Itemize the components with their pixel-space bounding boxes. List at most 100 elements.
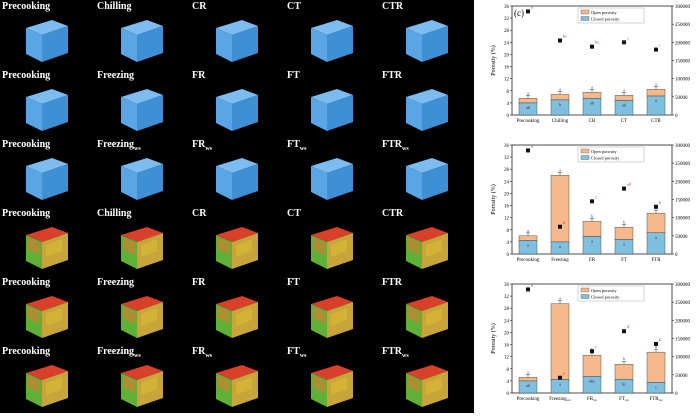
pore-count-point [654, 204, 658, 209]
cube-cell: Precooking [0, 345, 93, 411]
y-tick-label: 16 [504, 205, 510, 210]
cube-render [121, 296, 163, 338]
legend-swatch-open [580, 287, 590, 293]
cube-label: FRws [192, 139, 213, 152]
y-tick-label: 36 [504, 5, 510, 10]
pore-count-letter: c [659, 43, 661, 48]
cube-image-grid: Precooking Chilling CR CT CTR Precooking Freez… [0, 0, 474, 413]
panel-label: (c) [514, 8, 524, 18]
y-tick-label: 0 [507, 114, 510, 119]
cube-label: CR [192, 1, 207, 12]
pore-count-point [558, 224, 562, 229]
pore-count-point [558, 38, 562, 43]
bar-open-porosity [582, 354, 602, 377]
legend-label: Closed porosity [591, 295, 620, 300]
cube-label: Freezing [97, 70, 135, 81]
legend-swatch-open [580, 9, 590, 15]
x-tick-label-sub: ws [593, 398, 598, 402]
cube-render [406, 365, 448, 407]
cube-render [121, 89, 163, 131]
cube-render [311, 89, 353, 131]
cube-label: FTRws [382, 139, 409, 152]
cube-render [311, 227, 353, 269]
bar-open-porosity [550, 175, 570, 243]
y2-tick-label: 0 [675, 253, 678, 258]
bar-open-porosity [614, 227, 634, 240]
open-porosity-letter: a [559, 167, 561, 172]
open-porosity-letter: a [527, 228, 529, 233]
pore-count-letter: a [531, 143, 533, 148]
closed-porosity-letter: a [655, 98, 657, 103]
x-tick-label: Precooking [517, 119, 540, 124]
open-porosity-letter: a [655, 81, 657, 86]
y-tick-label: 20 [504, 53, 510, 58]
pore-count-letter: b [659, 200, 662, 205]
pore-count-point [590, 349, 594, 354]
closed-porosity-letter: a [591, 238, 593, 243]
pore-count-letter: a [531, 282, 533, 287]
y-tick-label: 0 [507, 392, 510, 397]
legend-box [577, 285, 645, 302]
cube-cell: CTR [380, 0, 473, 66]
cube-label: Chilling [97, 1, 132, 12]
cube-label: Precooking [2, 1, 51, 12]
cube-label: Precooking [2, 139, 51, 150]
cube-label: Precooking [2, 277, 51, 288]
cube-cell: FTR [380, 69, 473, 135]
y-tick-label: 16 [504, 344, 510, 349]
cube-render [121, 20, 163, 62]
closed-porosity-letter: abc [589, 378, 595, 383]
pore-count-point [622, 186, 626, 191]
pore-count-point [526, 148, 530, 153]
bar-open-porosity [646, 351, 666, 383]
cube-cell: Precooking [0, 69, 93, 135]
open-porosity-letter: b [623, 356, 626, 361]
cube-cell: FTRws [380, 138, 473, 204]
closed-porosity-letter: a [559, 381, 561, 386]
cube-label: FR [192, 70, 206, 81]
legend-box [577, 146, 645, 163]
open-porosity-letter: b [591, 213, 594, 218]
open-porosity-letter: a [623, 87, 625, 92]
cube-label: FTRws [382, 346, 409, 359]
y-tick-label: 20 [504, 192, 510, 197]
cube-label: CTR [382, 208, 404, 219]
cube-cell: FTR [380, 276, 473, 342]
cube-render [26, 20, 68, 62]
y2-tick-label: 200000 [675, 180, 691, 185]
y-tick-label: 36 [504, 144, 510, 149]
cube-cell: CR [190, 207, 283, 273]
y2-tick-label: 0 [675, 114, 678, 119]
y-tick-label: 4 [507, 241, 510, 246]
y2-tick-label: 250000 [675, 23, 691, 28]
closed-porosity-letter: a [559, 244, 561, 249]
y-tick-label: 36 [504, 283, 510, 288]
open-porosity-letter: a [559, 86, 561, 91]
closed-porosity-letter: ab [526, 383, 531, 388]
cube-label: FT [287, 277, 300, 288]
legend-label: Closed porosity [591, 156, 620, 161]
y-axis-label: Porosity (%) [490, 184, 497, 215]
pore-count-letter: e [563, 371, 565, 376]
bar-open-porosity [614, 95, 634, 101]
y2-tick-label: 300000 [675, 283, 691, 288]
cube-cell: FR [190, 69, 283, 135]
cube-cell: CR [190, 0, 283, 66]
pore-count-letter: ad [627, 182, 632, 187]
y-tick-label: 8 [507, 368, 510, 373]
legend-swatch-closed [580, 294, 590, 299]
cube-cell: FTRws [380, 345, 473, 411]
bar-open-porosity [646, 89, 666, 97]
x-tick-label: CTR [651, 119, 661, 124]
closed-porosity-letter: ab [622, 102, 627, 107]
bar-open-porosity [518, 235, 538, 241]
closed-porosity-letter: b [559, 102, 562, 107]
bar-open-porosity [550, 94, 570, 101]
cube-cell: Freezingws [95, 138, 188, 204]
pore-count-letter: bc [563, 34, 567, 39]
x-tick-label: FT [621, 258, 627, 263]
cube-cell: Precooking [0, 276, 93, 342]
bar-open-porosity [550, 303, 570, 380]
y2-tick-label: 50000 [675, 374, 688, 379]
cube-label: FR [192, 277, 206, 288]
